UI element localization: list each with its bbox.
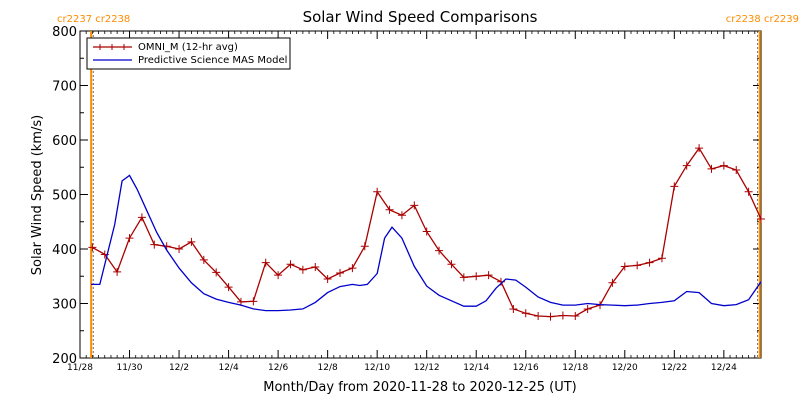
- data-point-omni: [274, 271, 283, 280]
- data-point-omni: [323, 274, 332, 283]
- legend-box: [86, 37, 291, 70]
- x-tick-label: 12/12: [414, 363, 440, 373]
- plot-area: 200 300 400 500 600 700 800 11/28 11/30 12/2 12/4 1…: [52, 25, 765, 373]
- data-point-omni: [373, 187, 382, 196]
- data-point-omni: [397, 211, 406, 220]
- y-axis-title: Solar Wind Speed (km/s): [30, 115, 45, 275]
- data-point-omni: [348, 264, 357, 273]
- data-point-omni: [472, 272, 481, 281]
- x-tick-label: 12/10: [364, 363, 390, 373]
- data-point-omni: [175, 245, 184, 253]
- x-tick-label: 12/4: [218, 363, 238, 373]
- data-point-omni: [249, 297, 258, 306]
- x-tick-label: 12/20: [612, 363, 638, 373]
- data-point-omni: [657, 254, 666, 263]
- x-tick-label: 12/22: [661, 363, 687, 373]
- legend-label-omni: OMNI_M (12-hr avg): [138, 42, 238, 53]
- data-point-omni: [336, 268, 345, 277]
- data-point-omni: [88, 243, 97, 252]
- data-point-omni: [558, 311, 567, 320]
- data-point-omni: [546, 312, 555, 321]
- data-point-omni: [633, 261, 642, 270]
- x-tick-label: 12/6: [268, 363, 288, 373]
- data-point-omni: [719, 161, 728, 170]
- data-point-omni: [286, 260, 295, 269]
- data-point-omni: [583, 304, 592, 313]
- data-point-omni: [534, 312, 543, 321]
- data-point-omni: [435, 246, 444, 255]
- legend-label-mas: Predictive Science MAS Model: [138, 55, 287, 66]
- x-tick-label: 12/24: [711, 363, 737, 373]
- data-point-omni: [212, 268, 221, 277]
- data-point-omni: [360, 242, 369, 251]
- legend-marker-omni: [97, 44, 103, 50]
- carrington-marker-label: cr2238 cr2239: [726, 14, 799, 25]
- data-point-omni: [125, 234, 134, 243]
- data-point-omni: [707, 164, 716, 173]
- data-point-omni: [521, 309, 530, 318]
- data-point-omni: [695, 144, 704, 153]
- data-point-omni: [447, 260, 456, 269]
- data-point-omni: [311, 262, 320, 271]
- y-tick-label: 400: [52, 243, 77, 258]
- y-tick-label: 300: [52, 298, 77, 313]
- data-point-omni: [757, 215, 765, 224]
- data-point-omni: [187, 237, 196, 246]
- legend: OMNI_M (12-hr avg) Predictive Science MA…: [86, 37, 291, 70]
- data-point-omni: [385, 205, 394, 214]
- data-point-omni: [732, 165, 741, 174]
- x-axis-title: Month/Day from 2020-11-28 to 2020-12-25 …: [263, 380, 576, 395]
- y-tick-label: 700: [52, 80, 77, 95]
- x-tick-label: 11/28: [67, 363, 93, 373]
- x-tick-label: 11/30: [117, 363, 143, 373]
- data-point-omni: [571, 312, 580, 321]
- y-tick-label: 500: [52, 189, 77, 204]
- data-point-omni: [261, 258, 270, 267]
- data-point-omni: [459, 273, 468, 282]
- data-point-omni: [422, 227, 431, 236]
- data-point-omni: [113, 267, 122, 276]
- x-tick-label: 12/8: [318, 363, 338, 373]
- data-point-omni: [137, 213, 146, 222]
- data-point-omni: [484, 271, 493, 280]
- data-point-omni: [620, 262, 629, 271]
- legend-marker-omni: [109, 44, 115, 50]
- data-point-omni: [298, 265, 307, 274]
- data-point-omni: [670, 182, 679, 191]
- x-tick-label: 12/18: [562, 363, 588, 373]
- series-line-mas: [91, 174, 762, 312]
- data-point-omni: [199, 255, 208, 264]
- data-point-omni: [224, 283, 233, 292]
- data-point-omni: [608, 278, 617, 287]
- y-tick-label: 800: [52, 25, 77, 40]
- data-point-omni: [645, 258, 654, 267]
- data-point-omni: [682, 161, 691, 170]
- legend-marker-omni: [121, 44, 127, 50]
- y-tick-label: 200: [52, 352, 77, 367]
- data-point-omni: [150, 240, 159, 249]
- data-point-omni: [744, 187, 753, 196]
- x-tick-label: 12/2: [169, 363, 189, 373]
- data-point-omni: [509, 304, 518, 313]
- data-point-omni: [410, 201, 419, 210]
- x-tick-label: 12/14: [463, 363, 489, 373]
- y-tick-label: 600: [52, 134, 77, 149]
- chart-title: Solar Wind Speed Comparisons: [303, 8, 538, 26]
- carrington-marker-label: cr2237 cr2238: [57, 14, 130, 25]
- x-tick-label: 12/16: [513, 363, 539, 373]
